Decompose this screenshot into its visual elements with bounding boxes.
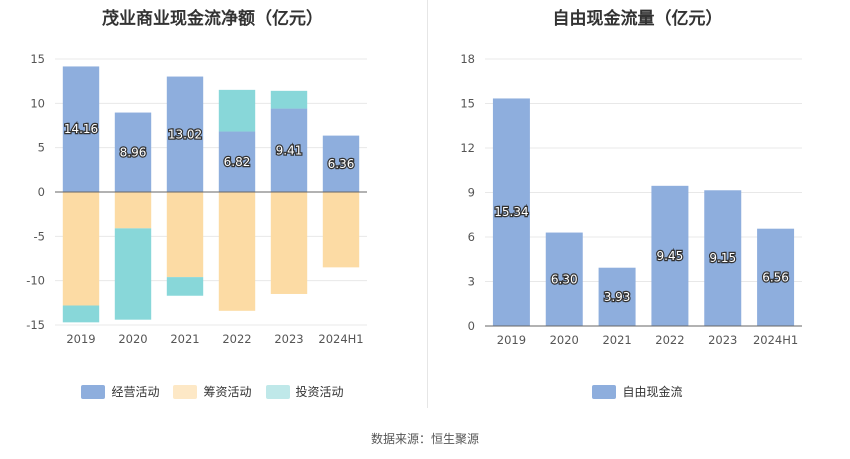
bar-financing (166, 192, 204, 278)
x-tick-label: 2020 (550, 333, 579, 347)
bar-investing (114, 228, 152, 320)
bar-operating (218, 131, 256, 192)
legend-swatch-free-cash-flow (592, 384, 617, 399)
bar-operating (322, 135, 360, 192)
panel-divider (427, 0, 428, 408)
bar-financing (270, 192, 308, 294)
data-label: 13.02 (168, 127, 202, 141)
bar-operating (62, 66, 100, 192)
data-label: 9.41 (276, 143, 303, 157)
y-tick-label: -5 (34, 229, 45, 243)
y-tick-label: 0 (468, 319, 475, 333)
legend-label-investing: 投资活动 (295, 385, 344, 399)
x-tick-label: 2021 (602, 333, 631, 347)
x-tick-label: 2024H1 (753, 333, 798, 347)
y-tick-label: -15 (26, 318, 45, 332)
bar-investing (270, 90, 308, 109)
bar-free_cash_flow (492, 98, 530, 326)
bar-financing (62, 192, 100, 306)
data-label: 14.16 (64, 122, 98, 136)
y-tick-label: 5 (38, 141, 45, 155)
bar-operating (166, 76, 204, 192)
x-tick-label: 2019 (66, 332, 95, 346)
x-tick-label: 2019 (497, 333, 526, 347)
y-tick-label: 10 (30, 96, 45, 110)
bar-operating (270, 108, 308, 192)
data-label: 9.45 (657, 249, 684, 263)
bar-free_cash_flow (757, 228, 795, 326)
chart-title: 茂业商业现金流净额（亿元） (102, 9, 323, 29)
legend-swatch-investing (265, 384, 290, 399)
free-cash-flow-chart-panel: 自由现金流量（亿元） 18 15 12 9 6 3 0 2019 2020 2021 2022 202… (425, 0, 850, 420)
y-tick-label: 6 (468, 230, 475, 244)
cash-flow-chart-panel: 茂业商业现金流净额（亿元） 15 10 5 0 -5 -10 -15 2019 2020 2021… (0, 0, 425, 420)
legend-item-investing[interactable]: 投资活动 (265, 383, 344, 400)
x-tick-label: 2020 (118, 332, 147, 346)
y-tick-label: 0 (38, 185, 45, 199)
x-tick-label: 2022 (655, 333, 684, 347)
bar-free_cash_flow (704, 190, 742, 326)
y-tick-label: 15 (460, 97, 475, 111)
x-tick-label: 2022 (222, 332, 251, 346)
cash-flow-chart: 15 10 5 0 -5 -10 -15 2019 2020 2021 2022 2023 2024H1… (26, 52, 367, 346)
bar-investing (62, 305, 100, 323)
legend-item-operating[interactable]: 经营活动 (81, 383, 159, 400)
x-tick-label: 2023 (708, 333, 737, 347)
data-label: 9.15 (709, 251, 736, 265)
legend-label-free-cash-flow: 自由现金流 (622, 385, 683, 399)
bar-investing (218, 89, 256, 132)
legend-item-financing[interactable]: 筹资活动 (173, 383, 252, 400)
data-label: 6.36 (328, 157, 355, 171)
bar-financing (114, 192, 152, 229)
bar-free_cash_flow (598, 267, 636, 326)
x-tick-label: 2023 (274, 332, 303, 346)
y-tick-label: 15 (30, 52, 45, 66)
y-tick-label: 18 (460, 52, 475, 66)
data-label: 3.93 (604, 290, 631, 304)
legend: 经营活动 筹资活动 投资活动 (0, 383, 425, 400)
bar-financing (218, 192, 256, 311)
data-label: 15.34 (494, 205, 528, 219)
x-tick-label: 2024H1 (318, 332, 363, 346)
bar-free_cash_flow (545, 232, 583, 326)
bar-investing (166, 277, 204, 296)
data-label: 6.56 (762, 270, 789, 284)
bar-free_cash_flow (651, 185, 689, 326)
bar-financing (322, 192, 360, 268)
free-cash-flow-chart: 18 15 12 9 6 3 0 2019 2020 2021 2022 2023 2024H1 15.3… (460, 52, 802, 347)
legend-label-financing: 筹资活动 (203, 385, 252, 399)
y-tick-label: 3 (468, 275, 475, 289)
data-label: 6.30 (551, 272, 578, 286)
legend-item-free-cash-flow[interactable]: 自由现金流 (592, 383, 683, 400)
legend: 自由现金流 (425, 383, 850, 400)
bar-operating (114, 112, 152, 192)
legend-swatch-financing (173, 384, 198, 399)
legend-swatch-operating (81, 384, 106, 399)
chart-title: 自由现金流量（亿元） (552, 9, 723, 29)
x-tick-label: 2021 (170, 332, 199, 346)
y-tick-label: 12 (460, 141, 475, 155)
data-label: 6.82 (224, 155, 251, 169)
data-label: 8.96 (120, 145, 147, 159)
y-tick-label: 9 (468, 186, 475, 200)
data-source: 数据来源：恒生聚源 (370, 432, 479, 446)
legend-label-operating: 经营活动 (111, 385, 160, 399)
y-tick-label: -10 (26, 274, 45, 288)
